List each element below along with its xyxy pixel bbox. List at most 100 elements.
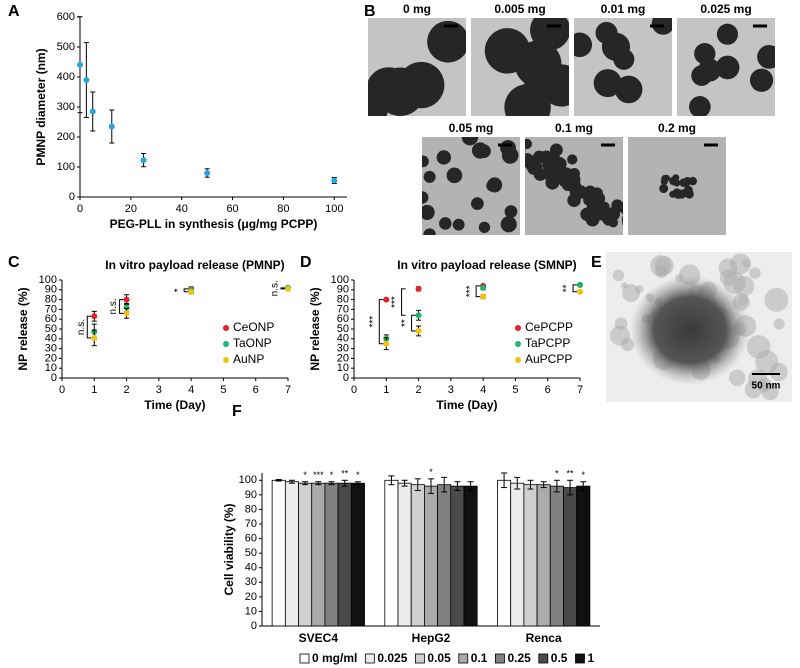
error-bar	[467, 481, 474, 491]
y-tick-label: 30	[337, 343, 349, 355]
micrograph	[677, 18, 775, 116]
particle	[422, 155, 429, 168]
legend-label: 0.05	[427, 651, 451, 665]
particle	[486, 180, 498, 192]
legend-swatch	[495, 653, 505, 664]
legend-marker	[223, 357, 229, 363]
micrograph	[628, 137, 726, 235]
particle	[567, 193, 581, 208]
y-tick-label: 50	[245, 547, 257, 559]
error-bar	[567, 479, 574, 496]
particle	[757, 44, 775, 69]
error-bar	[414, 478, 421, 491]
particle	[427, 20, 466, 63]
y-tick-label: 500	[57, 41, 75, 53]
x-tick-label: 6	[545, 384, 551, 396]
chart-title: In vitro payload release (SMNP)	[397, 258, 576, 272]
significance-bracket	[119, 299, 124, 314]
significance-bracket	[183, 288, 189, 293]
legend-label: CePCPP	[525, 320, 573, 334]
micrograph	[471, 18, 569, 116]
data-point	[123, 310, 130, 317]
y-tick-label: 20	[337, 352, 349, 364]
legend-label: 0.25	[507, 651, 531, 665]
particle	[478, 221, 491, 234]
legend-swatch	[575, 653, 585, 664]
tem-texture	[755, 350, 779, 374]
particle	[471, 142, 489, 159]
legend-label: AuNP	[233, 352, 264, 366]
y-tick-label: 70	[337, 303, 349, 315]
y-tick-label: 80	[45, 294, 57, 306]
legend-label: CeONP	[233, 320, 274, 334]
y-tick-label: 30	[245, 576, 257, 588]
x-tick-label: 60	[226, 203, 238, 215]
particle	[672, 174, 680, 182]
x-tick-label: 7	[577, 384, 583, 396]
y-tick-label: 10	[337, 362, 349, 374]
particle	[560, 167, 571, 178]
tem-texture	[650, 255, 672, 277]
particle	[716, 23, 739, 45]
tem-texture	[744, 380, 763, 399]
particle	[439, 217, 452, 230]
particle	[593, 69, 622, 98]
y-axis-label: NP release (%)	[308, 287, 322, 370]
y-tick-label: 40	[45, 333, 57, 345]
particle	[461, 137, 479, 146]
y-tick-label: 80	[337, 294, 349, 306]
y-tick-label: 0	[251, 620, 257, 632]
significance-label: *	[356, 470, 360, 480]
bar	[424, 485, 438, 627]
legend-label: 0.025	[377, 651, 407, 665]
x-tick-label: 3	[156, 384, 162, 396]
error-bar	[341, 479, 348, 487]
significance-label: ***	[390, 296, 401, 308]
data-point	[415, 327, 422, 334]
x-tick-label: 0	[351, 384, 357, 396]
x-tick-label: 4	[188, 384, 194, 396]
y-tick-label: 40	[245, 562, 257, 574]
error-bar	[454, 481, 461, 491]
y-tick-label: 100	[39, 274, 57, 286]
bar	[311, 482, 326, 627]
data-point	[480, 293, 487, 300]
panel-label: F	[232, 403, 242, 420]
particle	[471, 197, 484, 210]
legend-label: TaONP	[233, 336, 272, 350]
particle	[436, 150, 452, 165]
y-tick-label: 0	[69, 191, 75, 203]
data-point	[108, 123, 115, 130]
particle	[446, 167, 463, 184]
particle	[541, 154, 553, 166]
tem-texture	[764, 287, 789, 312]
particle	[501, 147, 519, 164]
legend-marker	[223, 341, 229, 347]
bar	[410, 484, 425, 627]
particle	[504, 205, 518, 218]
significance-label: *	[555, 469, 559, 479]
particle	[715, 55, 740, 80]
data-point	[83, 77, 90, 83]
bar	[284, 481, 299, 627]
x-tick-label: 2	[124, 384, 130, 396]
legend-marker	[515, 357, 521, 363]
legend-label: AuPCPP	[525, 352, 572, 366]
bar	[337, 482, 352, 627]
bar	[536, 484, 551, 627]
particle	[673, 179, 681, 187]
error-bar	[527, 479, 534, 490]
y-tick-label: 0	[343, 372, 349, 384]
chart-title: In vitro payload release (PMNP)	[105, 258, 284, 272]
tem-texture	[610, 325, 631, 346]
data-point	[415, 312, 422, 319]
tem-texture	[723, 271, 746, 294]
x-tick-label: 3	[448, 384, 454, 396]
significance-bracket	[401, 288, 406, 316]
error-bar	[580, 481, 587, 491]
panel-label: A	[8, 3, 20, 20]
significance-label: n.s.	[108, 298, 119, 314]
micrograph-label: 0.2 mg	[658, 121, 696, 135]
